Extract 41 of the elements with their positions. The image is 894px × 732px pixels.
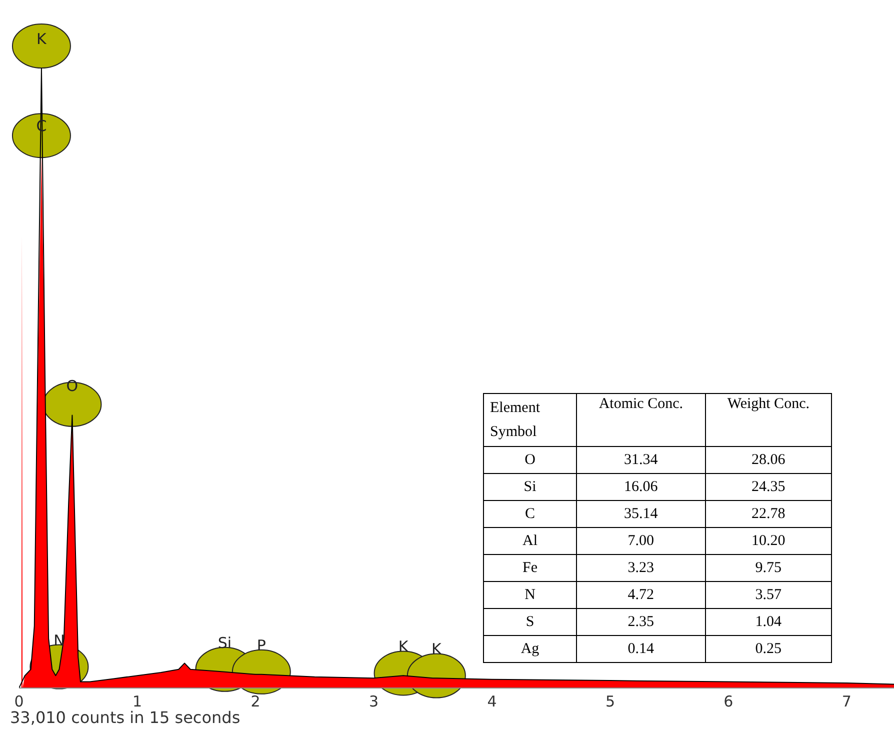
x-tick-label: 2 [250, 692, 260, 711]
category-label: O [484, 446, 576, 474]
data-label: 2.35 [576, 608, 706, 636]
category-label: N [484, 582, 576, 608]
annotation: K [398, 638, 410, 656]
data-label: 7.00 [576, 528, 706, 554]
x-tick-label: 7 [842, 692, 852, 711]
data-label: 4.72 [576, 582, 706, 608]
text: 33,010 counts in 15 seconds [10, 708, 240, 727]
category-label: C [484, 500, 576, 528]
data-label: 1.04 [705, 608, 832, 636]
annotation: N [54, 631, 65, 650]
data-label: 0.14 [576, 636, 706, 662]
x-tick-label: 0 [14, 692, 24, 711]
category-label: Al [484, 528, 576, 554]
x-tick-label: 6 [724, 692, 734, 711]
data-label: 28.06 [705, 446, 832, 474]
data-label: 0.25 [705, 636, 832, 662]
data-label: 35.14 [576, 500, 706, 528]
data-label: 22.78 [705, 500, 832, 528]
category-label: Si [484, 474, 576, 500]
data-label: 3.57 [705, 582, 832, 608]
series-label: Atomic Conc. [576, 394, 706, 446]
data-label: 3.23 [576, 554, 706, 582]
text: Element Symbol [484, 394, 576, 446]
annotation: K [431, 640, 442, 658]
x-tick-label: 1 [132, 692, 142, 711]
x-tick-label: 3 [368, 692, 379, 711]
data-label: 31.34 [576, 446, 706, 474]
x-tick-label: 4 [487, 692, 497, 711]
data-label: 9.75 [705, 554, 832, 582]
data-label: 16.06 [576, 474, 706, 500]
category-label: S [484, 608, 576, 636]
x-tick-label: 5 [605, 692, 615, 711]
category-label: Ag [484, 636, 576, 662]
data-label: 10.20 [705, 528, 832, 554]
text: Weight Conc. [705, 394, 832, 446]
category-label: Fe [484, 554, 576, 582]
data-label: 24.35 [705, 474, 832, 500]
annotation: K [36, 30, 48, 48]
annotation: P [256, 636, 266, 654]
